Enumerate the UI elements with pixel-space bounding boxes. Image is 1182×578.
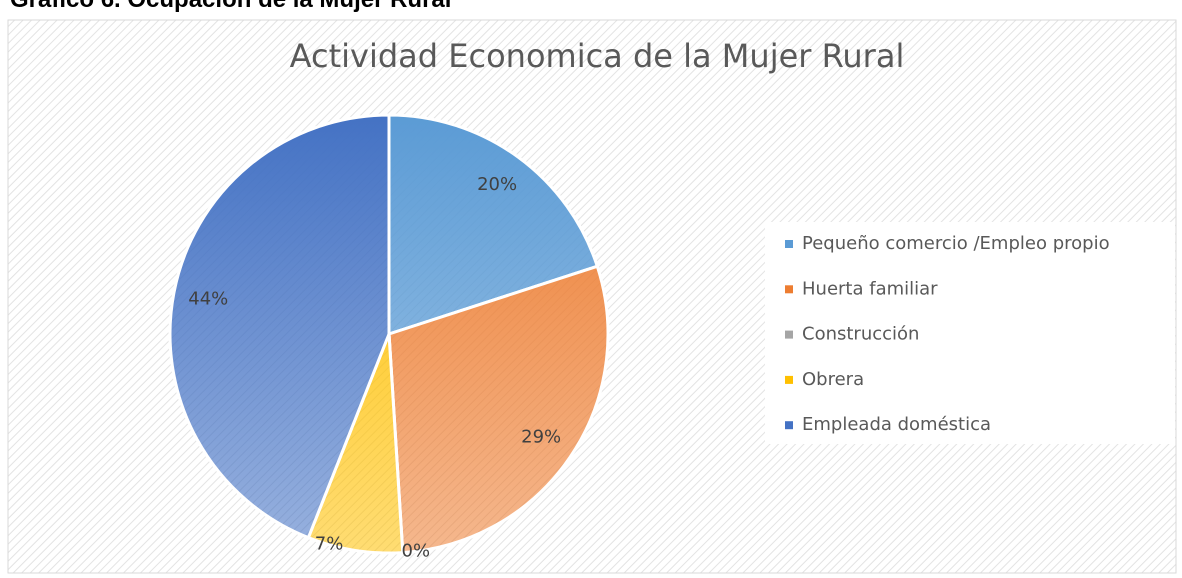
legend-swatch	[785, 330, 793, 339]
legend-label: Huerta familiar	[802, 278, 938, 299]
legend-swatch	[785, 421, 793, 430]
data-label: 20%	[477, 174, 517, 195]
pie-slice	[387, 264, 610, 555]
data-label: 0%	[402, 540, 431, 561]
data-label: 44%	[188, 289, 228, 310]
chart-title: Actividad Economica de la Mujer Rural	[290, 37, 905, 75]
legend-label: Pequeño comercio /Empleo propio	[802, 233, 1110, 254]
legend-label: Obrera	[802, 369, 864, 390]
legend-box	[765, 222, 1175, 444]
legend-swatch	[785, 375, 793, 384]
legend-label: Empleada doméstica	[802, 414, 991, 435]
data-label: 29%	[521, 426, 561, 447]
heading: Gráfico 6. Ocupación de la Mujer Rural	[10, 0, 451, 14]
legend-label: Construcción	[802, 324, 919, 345]
data-label: 7%	[315, 534, 344, 555]
pie-slice	[168, 113, 391, 540]
legend-swatch	[785, 240, 793, 248]
pie-slice	[387, 113, 600, 337]
legend-swatch	[785, 285, 793, 294]
